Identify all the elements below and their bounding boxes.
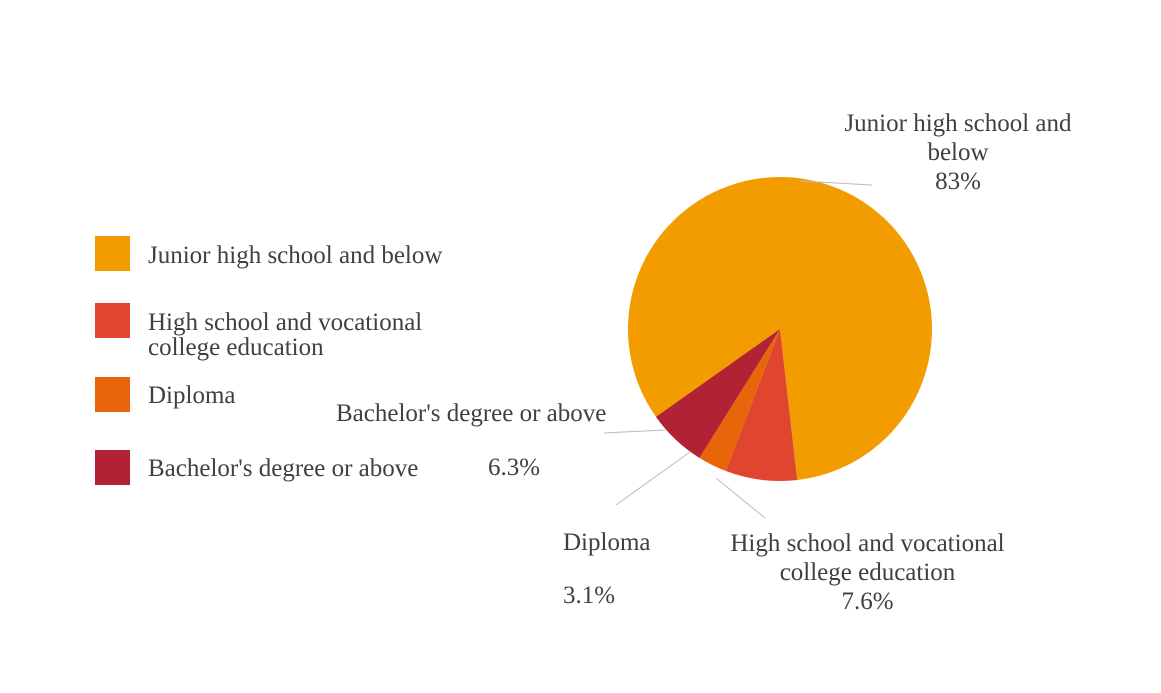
leader-line	[603, 429, 666, 434]
leader-lines	[603, 180, 873, 519]
pie-slice	[725, 329, 798, 481]
legend-label: Bachelor's degree or above	[148, 455, 419, 482]
pie-slice	[628, 177, 932, 481]
legend-label: High school and vocational college educa…	[148, 309, 423, 361]
value-label: 6.3%	[488, 454, 541, 481]
leader-line	[715, 477, 766, 519]
slice-label: Bachelor's degree or above	[336, 400, 607, 427]
slice-label: Diploma	[563, 529, 651, 556]
slice-label: High school and vocational college educa…	[730, 530, 1005, 586]
legend-swatch	[95, 450, 130, 485]
legend-swatch	[95, 236, 130, 271]
pie-slice	[655, 329, 780, 458]
leader-line	[615, 451, 691, 506]
value-label: 83%	[935, 168, 981, 195]
slice-label: Junior high school and below	[844, 110, 1072, 166]
legend-label: Junior high school and below	[148, 242, 443, 269]
pie-slice	[699, 329, 780, 472]
legend-label: Diploma	[148, 382, 236, 409]
legend-swatch	[95, 303, 130, 338]
value-label: 7.6%	[841, 588, 894, 615]
value-label: 3.1%	[563, 582, 616, 609]
legend-swatch	[95, 377, 130, 412]
pie	[628, 177, 932, 481]
leader-line	[799, 180, 873, 186]
